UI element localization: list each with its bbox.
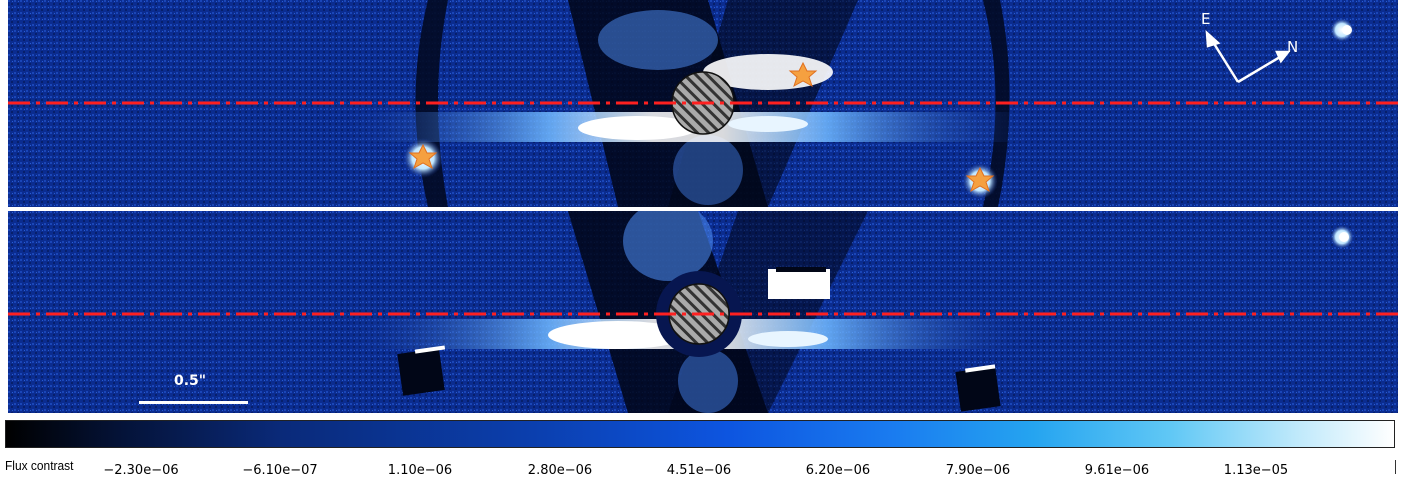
image-panel-bottom	[8, 211, 1398, 413]
companion-star-marker	[408, 143, 438, 170]
colorbar	[5, 420, 1395, 448]
compass-north-label: N	[1287, 38, 1299, 56]
compass-arrows	[1205, 29, 1291, 84]
top-panel-image	[8, 0, 1398, 207]
scale-bar	[139, 401, 248, 404]
artifact-square-left	[397, 345, 446, 396]
colorbar-tick: 1.13e−05	[1223, 463, 1289, 478]
colorbar-tick: 6.20e−06	[805, 463, 871, 478]
companion-star-marker	[965, 166, 995, 193]
colorbar-tick: −2.30e−06	[103, 463, 179, 478]
scale-bar-label: 0.5"	[174, 373, 207, 389]
image-panel-top	[8, 0, 1398, 207]
colorbar-end-marker	[1395, 460, 1396, 474]
colorbar-label: Flux contrast	[5, 458, 74, 473]
colorbar-tick: 4.51e−06	[666, 463, 732, 478]
colorbar-tick: −6.10e−07	[242, 463, 318, 478]
companion-star-marker	[788, 61, 818, 88]
bottom-panel-image	[8, 211, 1398, 413]
colorbar-tick: 1.10e−06	[387, 463, 453, 478]
artifact-square-right	[955, 364, 1001, 412]
colorbar-tick: 2.80e−06	[527, 463, 593, 478]
compass-east-label: E	[1201, 10, 1211, 28]
colorbar-tick: 9.61e−06	[1084, 463, 1150, 478]
colorbar-tick: 7.90e−06	[945, 463, 1011, 478]
